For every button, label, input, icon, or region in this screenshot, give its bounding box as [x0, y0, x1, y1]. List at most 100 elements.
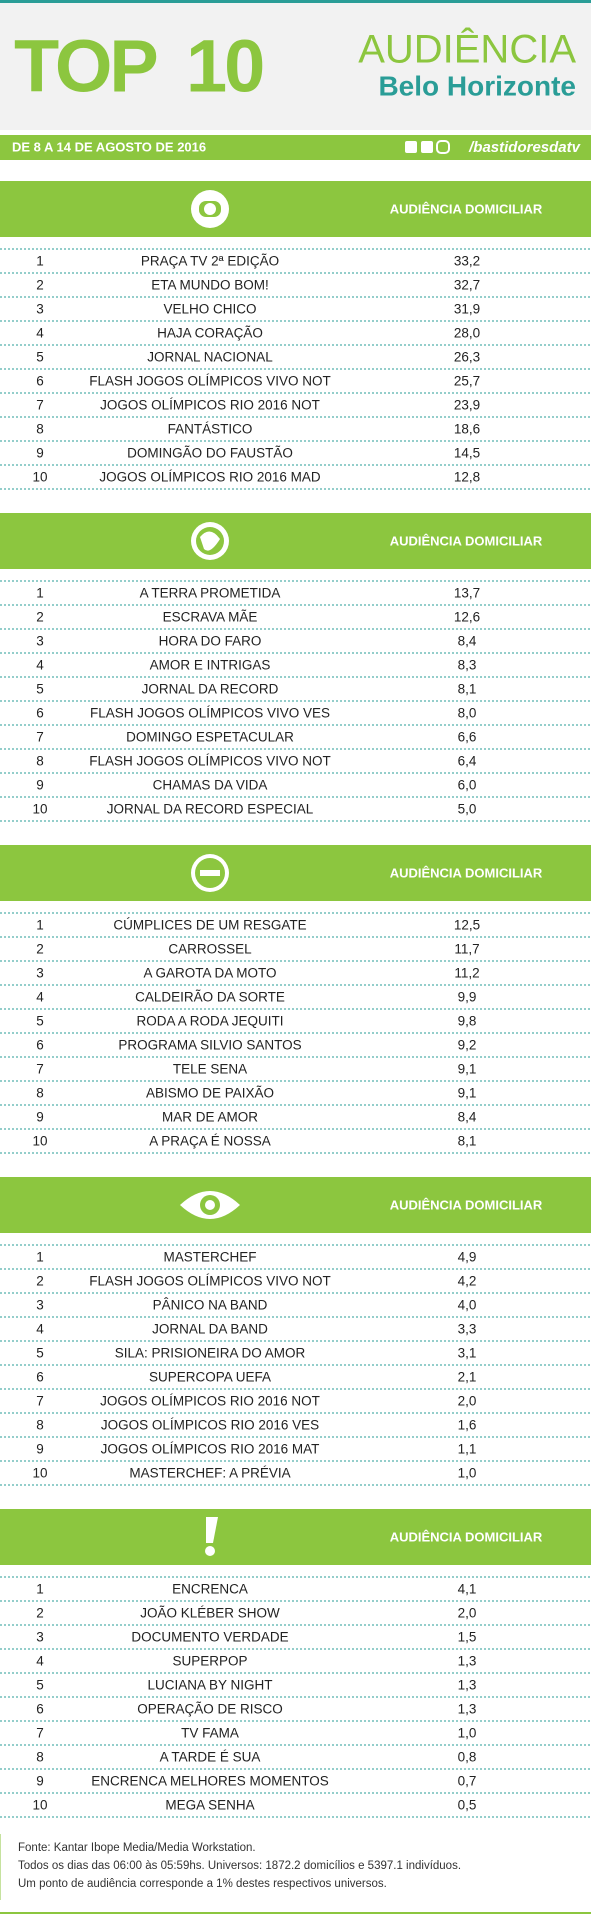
title-ten: 10	[186, 25, 263, 108]
program: DOMINGO ESPETACULAR	[126, 730, 294, 745]
rating: 1,3	[458, 1654, 477, 1669]
rating: 31,9	[454, 302, 480, 317]
program: ABISMO DE PAIXÃO	[146, 1086, 274, 1101]
rank: 8	[36, 422, 44, 437]
program: A PRAÇA É NOSSA	[149, 1134, 271, 1149]
program: SUPERCOPA UEFA	[149, 1370, 271, 1385]
rating: 9,9	[458, 990, 477, 1005]
rank: 3	[36, 302, 44, 317]
program: JORNAL NACIONAL	[147, 350, 273, 365]
column-label: AUDIÊNCIA DOMICILIAR	[390, 201, 543, 216]
program: MASTERCHEF	[163, 1250, 256, 1265]
rating: 9,1	[458, 1086, 477, 1101]
program: A TARDE É SUA	[160, 1750, 261, 1765]
rating: 6,0	[458, 778, 477, 793]
rank: 3	[36, 966, 44, 981]
rating: 8,4	[458, 634, 477, 649]
rating: 1,0	[458, 1466, 477, 1481]
rating: 6,4	[458, 754, 477, 769]
rank: 8	[36, 1086, 44, 1101]
rank: 5	[36, 350, 44, 365]
section-header	[0, 513, 591, 569]
program: JORNAL DA RECORD	[142, 682, 279, 697]
program: CARROSSEL	[168, 942, 252, 957]
rating: 6,6	[458, 730, 477, 745]
rating: 14,5	[454, 446, 480, 461]
rating: 4,2	[458, 1274, 477, 1289]
column-label: AUDIÊNCIA DOMICILIAR	[390, 533, 543, 548]
rating: 9,2	[458, 1038, 477, 1053]
rating: 1,3	[458, 1702, 477, 1717]
twitter-icon	[421, 141, 433, 153]
rank: 8	[36, 1418, 44, 1433]
program: MEGA SENHA	[165, 1798, 254, 1813]
rank: 5	[36, 1014, 44, 1029]
rating: 28,0	[454, 326, 480, 341]
rank: 6	[36, 706, 44, 721]
period: DE 8 A 14 DE AGOSTO DE 2016	[12, 139, 206, 154]
rank: 5	[36, 1678, 44, 1693]
rank: 7	[36, 730, 44, 745]
footnote: Fonte: Kantar Ibope Media/Media Workstat…	[18, 1842, 256, 1854]
program: CALDEIRÃO DA SORTE	[135, 990, 285, 1005]
rating: 4,1	[458, 1582, 477, 1597]
rating: 8,1	[458, 1134, 477, 1149]
subtitle: AUDIÊNCIA	[358, 27, 576, 72]
program: JOGOS OLÍMPICOS RIO 2016 MAT	[101, 1442, 320, 1457]
rank: 4	[36, 1322, 44, 1337]
rank: 7	[36, 398, 44, 413]
program: FLASH JOGOS OLÍMPICOS VIVO NOT	[89, 1274, 331, 1289]
program: HAJA CORAÇÃO	[157, 326, 263, 341]
rank: 8	[36, 1750, 44, 1765]
handle: /bastidoresdatv	[468, 139, 582, 156]
rating: 2,1	[458, 1370, 477, 1385]
rating: 2,0	[458, 1394, 477, 1409]
program: JOÃO KLÉBER SHOW	[140, 1606, 280, 1621]
rating: 11,7	[454, 942, 479, 957]
program: ENCRENCA	[172, 1582, 248, 1597]
rank: 2	[36, 1274, 44, 1289]
rank: 4	[36, 658, 44, 673]
program: CÚMPLICES DE UM RESGATE	[113, 918, 306, 933]
logo	[200, 531, 220, 551]
rank: 6	[36, 1370, 44, 1385]
rank: 4	[36, 990, 44, 1005]
program: AMOR E INTRIGAS	[150, 658, 271, 673]
rating: 4,9	[458, 1250, 477, 1265]
rating: 8,3	[458, 658, 477, 673]
date-bar	[0, 135, 591, 160]
rank: 4	[36, 1654, 44, 1669]
rank: 6	[36, 374, 44, 389]
rank: 7	[36, 1062, 44, 1077]
program: JOGOS OLÍMPICOS RIO 2016 NOT	[100, 1394, 320, 1409]
rank: 9	[36, 778, 44, 793]
instagram-icon	[436, 140, 450, 154]
footnote: Um ponto de audiência corresponde a 1% d…	[18, 1878, 387, 1890]
program: ENCRENCA MELHORES MOMENTOS	[91, 1774, 329, 1789]
rating: 11,2	[454, 966, 479, 981]
program: A GAROTA DA MOTO	[143, 966, 276, 981]
program: FLASH JOGOS OLÍMPICOS VIVO NOT	[89, 374, 331, 389]
rating: 1,1	[458, 1442, 477, 1457]
rating: 9,8	[458, 1014, 477, 1029]
rating: 18,6	[454, 422, 480, 437]
rating: 8,1	[458, 682, 477, 697]
logo	[206, 1517, 218, 1543]
rating: 3,1	[458, 1346, 477, 1361]
top-line	[0, 0, 591, 3]
rating: 1,6	[458, 1418, 477, 1433]
rank: 6	[36, 1038, 44, 1053]
column-label: AUDIÊNCIA DOMICILIAR	[390, 1197, 543, 1212]
column-label: AUDIÊNCIA DOMICILIAR	[390, 1529, 543, 1544]
rating: 12,6	[454, 610, 480, 625]
rating: 26,3	[454, 350, 480, 365]
program: JORNAL DA BAND	[152, 1322, 268, 1337]
program: JOGOS OLÍMPICOS RIO 2016 MAD	[99, 470, 321, 485]
rank: 9	[36, 446, 44, 461]
rank: 10	[32, 470, 47, 485]
program: LUCIANA BY NIGHT	[147, 1678, 272, 1693]
program: FANTÁSTICO	[168, 422, 253, 437]
rank: 7	[36, 1394, 44, 1409]
program: JOGOS OLÍMPICOS RIO 2016 NOT	[100, 398, 320, 413]
program: ETA MUNDO BOM!	[151, 278, 269, 293]
